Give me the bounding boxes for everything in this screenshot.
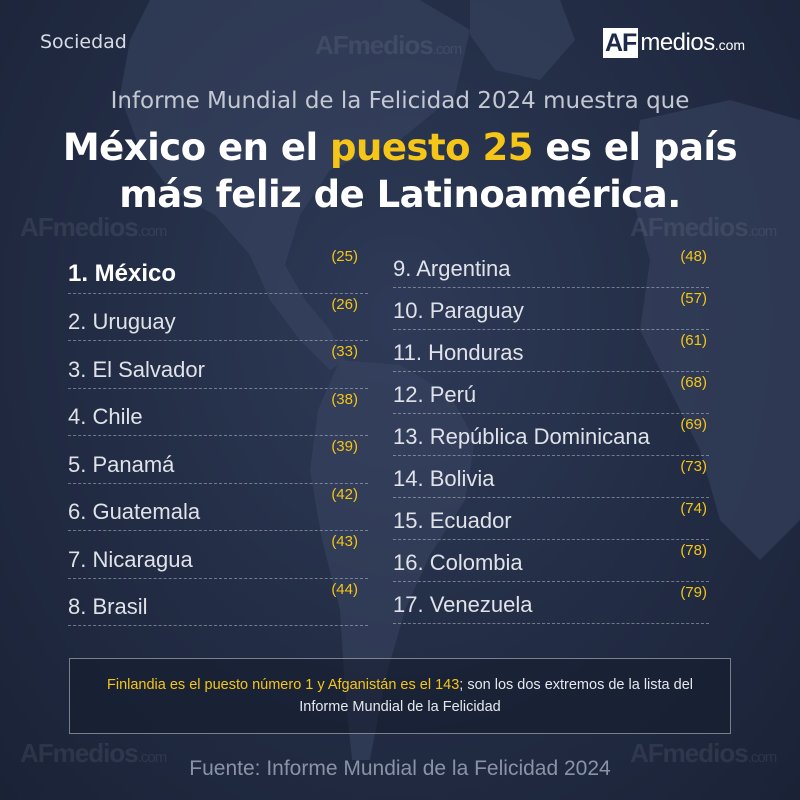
country-name: 17. Venezuela [393,592,533,617]
world-rank: (68) [680,374,707,391]
country-name: 6. Guatemala [68,499,201,524]
ranking-row: 4. Chile (38) [68,389,368,436]
ranking-row: 2. Uruguay (26) [68,294,368,341]
watermark: AFmedios.com [315,30,462,60]
country-name: 5. Panamá [68,451,175,477]
watermark: AFmedios.com [20,212,167,242]
ranking-row: 14. Bolivia (73) [393,456,709,498]
country-name: 16. Colombia [393,550,523,575]
world-rank: (39) [331,438,358,455]
country-name: 9. Argentina [393,256,511,281]
ranking-row: 5. Panamá (39) [68,436,368,484]
country-name: 8. Brasil [68,594,148,619]
ranking-row: 11. Honduras (61) [393,330,709,372]
note-highlight: Finlandia es el puesto número 1 y Afgani… [107,677,460,693]
world-rank: (61) [680,332,707,349]
ranking-column-left: 1. México (25) 2. Uruguay (26) 3. El Salva… [68,246,368,626]
ranking-row: 6. Guatemala (42) [68,484,368,531]
country-name: 10. Paraguay [393,298,524,323]
ranking-row: 3. El Salvador (33) [68,341,368,389]
source-credit: Fuente: Informe Mundial de la Felicidad … [189,757,611,780]
ranking-row: 10. Paraguay (57) [393,288,709,330]
world-rank: (48) [680,248,707,265]
ranking-row: 17. Venezuela (79) [393,582,709,624]
ranking-row: 1. México (25) [68,246,368,294]
country-name: 7. Nicaragua [68,546,193,572]
country-name: 4. Chile [68,404,143,429]
subtitle: Informe Mundial de la Felicidad 2024 mue… [110,88,690,114]
world-rank: (57) [680,290,707,307]
watermark: AFmedios.com [630,212,777,242]
greenland-shape [470,0,575,80]
world-rank: (74) [680,500,707,517]
country-name: 14. Bolivia [393,466,495,491]
world-rank: (42) [331,485,358,503]
note-text: Finlandia es el puesto número 1 y Afgani… [107,677,693,715]
country-name: 12. Perú [393,382,477,407]
ranking-row: 12. Perú (68) [393,372,709,414]
central-america-shape [250,255,345,370]
north-america-shape [120,0,470,265]
section-label: Sociedad [40,31,127,53]
country-name: 2. Uruguay [68,309,176,334]
ranking-row: 8. Brasil (44) [68,579,368,626]
ranking-row: 9. Argentina (48) [393,246,709,288]
country-name: 1. México [68,259,177,287]
brand-logo: AF medios .com [603,28,745,58]
country-name: 15. Ecuador [393,508,512,533]
world-rank: (26) [331,295,358,313]
headline-line-1: México en el puesto 25 es el país [62,126,738,169]
ranking-row: 16. Colombia (78) [393,540,709,582]
world-rank: (44) [331,580,358,598]
world-rank: (33) [331,343,358,360]
headline-line-2: más feliz de Latinoamérica. [119,173,681,216]
headline-highlight: puesto 25 [330,126,533,169]
europe-africa-shape [630,100,800,560]
world-rank: (79) [680,584,707,601]
country-name: 11. Honduras [393,340,524,365]
ranking-column-right: 9. Argentina (48) 10. Paraguay (57) 11. Ho… [393,246,709,624]
headline: México en el puesto 25 es el país más fe… [0,124,800,218]
watermark: AFmedios.com [630,738,777,768]
ranking-row: 15. Ecuador (74) [393,498,709,540]
world-rank: (43) [331,533,358,550]
world-rank: (38) [331,390,358,408]
world-rank: (69) [680,416,707,433]
logo-af-mark: AF [603,28,639,58]
country-name: 3. El Salvador [68,356,205,382]
logo-medios-text: medios [640,29,715,56]
country-name: 13. República Dominicana [393,424,650,449]
ranking-row: 7. Nicaragua (43) [68,531,368,579]
world-rank: (73) [680,458,707,475]
watermark: AFmedios.com [20,738,167,768]
logo-com-text: .com [714,37,746,53]
ranking-row: 13. República Dominicana (69) [393,414,709,456]
world-rank: (78) [680,542,707,559]
note-box: Finlandia es el puesto número 1 y Afgani… [69,658,731,734]
world-rank: (25) [331,248,358,265]
